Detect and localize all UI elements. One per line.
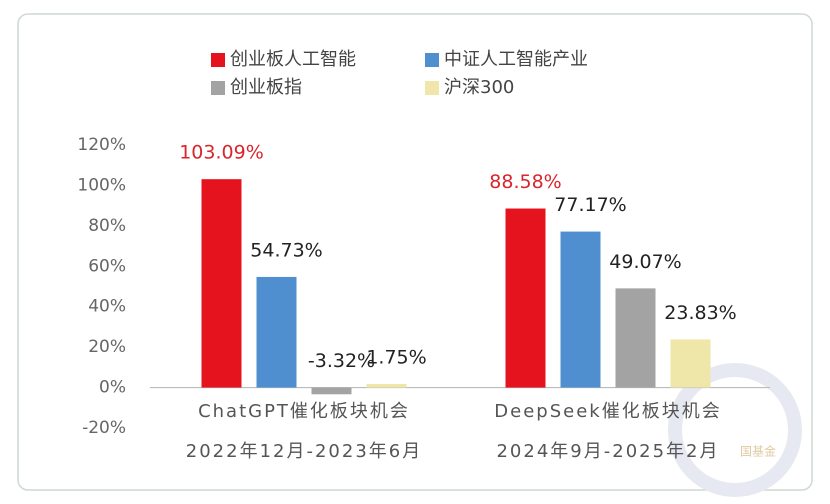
y-tick-label: 100% bbox=[77, 175, 126, 195]
bar bbox=[311, 387, 352, 395]
legend-label: 创业板指 bbox=[230, 77, 302, 98]
legend-swatch bbox=[211, 81, 225, 95]
value-label: 88.58% bbox=[489, 171, 561, 193]
bar bbox=[256, 276, 297, 388]
y-tick-label: 60% bbox=[88, 256, 126, 276]
legend-label: 创业板人工智能 bbox=[230, 49, 356, 70]
value-label: -3.32% bbox=[308, 350, 375, 372]
y-tick-label: 40% bbox=[88, 297, 126, 317]
x-tick-label: DeepSeek催化板块机会 bbox=[494, 401, 721, 422]
watermark-logo bbox=[668, 363, 802, 497]
value-label: 54.73% bbox=[250, 239, 322, 261]
y-tick-label: 80% bbox=[88, 216, 126, 236]
y-tick-label: -20% bbox=[82, 418, 126, 438]
bar bbox=[201, 179, 242, 388]
value-label: 77.17% bbox=[554, 194, 626, 216]
value-label: 1.75% bbox=[366, 347, 426, 369]
legend-swatch bbox=[425, 53, 439, 67]
legend-label: 沪深300 bbox=[444, 77, 514, 98]
x-tick-label: 2024年9月-2025年2月 bbox=[496, 441, 719, 462]
y-tick-label: 20% bbox=[88, 337, 126, 357]
legend-swatch bbox=[211, 53, 225, 67]
x-tick-label: ChatGPT催化板块机会 bbox=[198, 401, 410, 422]
bar bbox=[560, 231, 601, 388]
legend-label: 中证人工智能产业 bbox=[444, 49, 588, 70]
bar bbox=[670, 339, 711, 388]
y-tick-label: 120% bbox=[77, 135, 126, 155]
y-tick-label: 0% bbox=[99, 378, 126, 398]
bar bbox=[505, 208, 546, 388]
x-tick-label: 2022年12月-2023年6月 bbox=[186, 441, 422, 462]
value-label: 49.07% bbox=[609, 251, 681, 273]
bar bbox=[366, 384, 407, 388]
bar bbox=[615, 288, 656, 388]
value-label: 103.09% bbox=[179, 142, 264, 164]
legend-swatch bbox=[425, 81, 439, 95]
watermark: 国基金 bbox=[740, 444, 776, 459]
value-label: 23.83% bbox=[664, 302, 736, 324]
